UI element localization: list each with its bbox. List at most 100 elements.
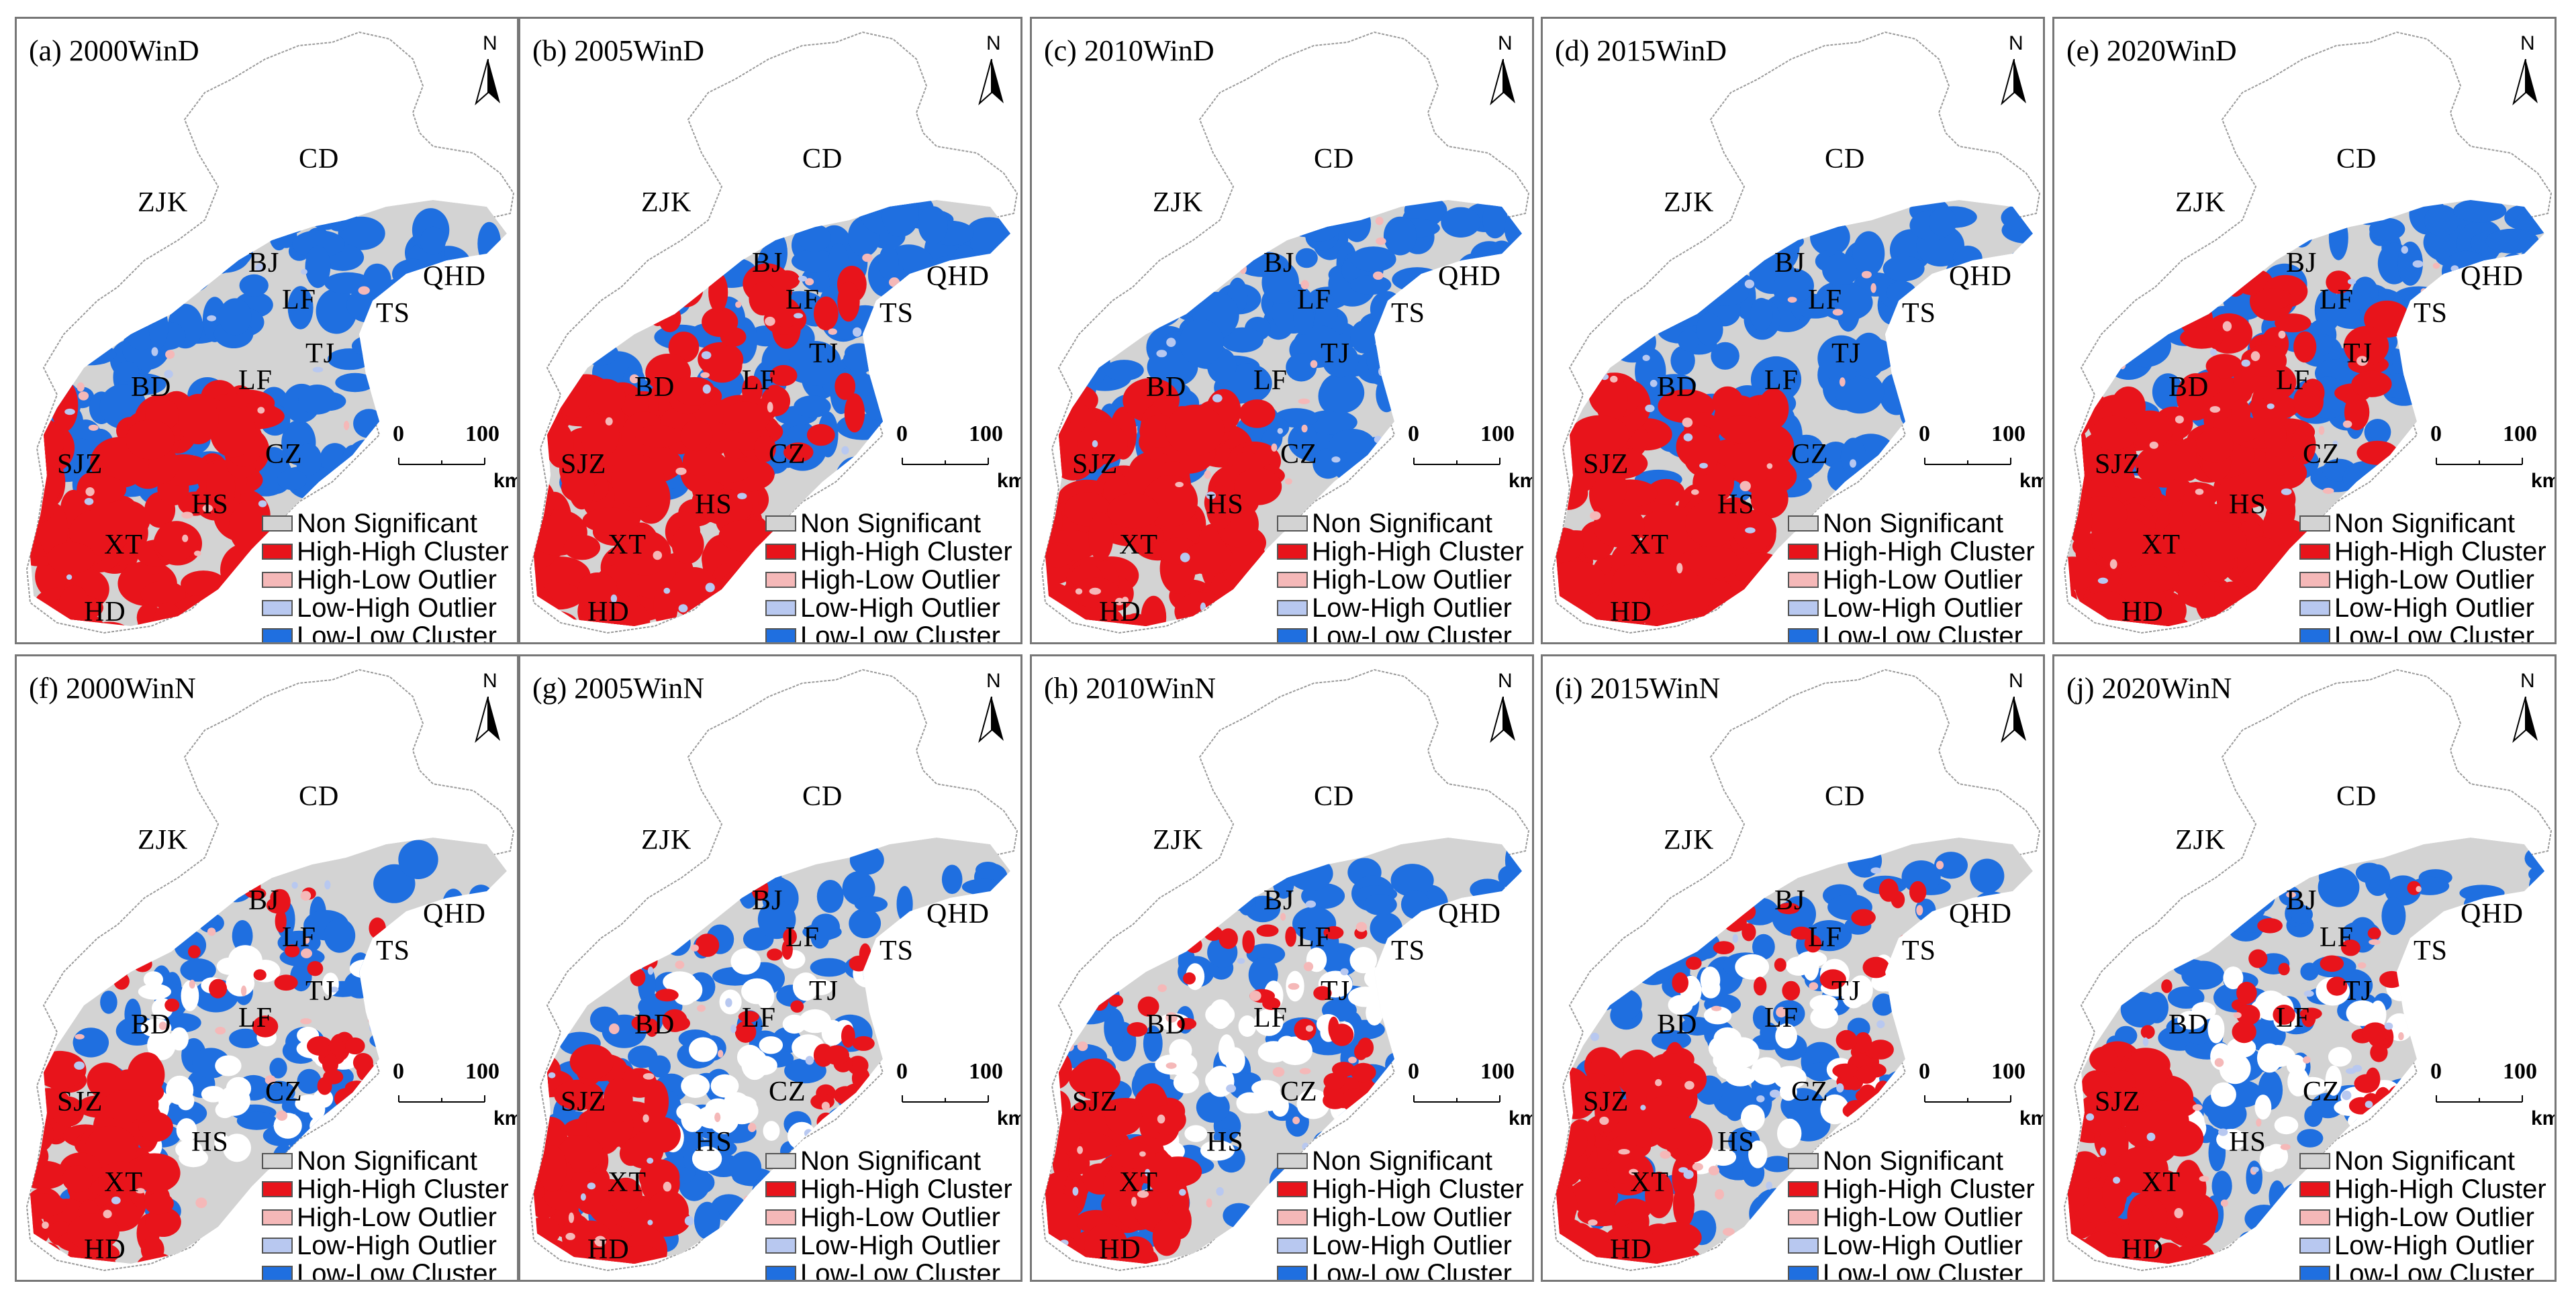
north-arrow-icon: N (2511, 670, 2544, 750)
scale-end: 100 (2503, 421, 2537, 446)
low-low-cluster (878, 244, 899, 281)
high-high-cluster (2273, 587, 2302, 626)
low-high-outlier (151, 347, 158, 356)
high-low-outlier (735, 301, 742, 308)
white-area (226, 970, 255, 997)
white-area (736, 1044, 763, 1070)
high-high-cluster (568, 467, 595, 510)
north-arrow-shape (2512, 697, 2538, 743)
high-high-cluster (2351, 370, 2392, 397)
low-low-cluster (546, 236, 599, 256)
high-high-cluster (1593, 505, 1645, 548)
high-high-cluster (534, 605, 542, 626)
non-significant-area (2068, 838, 2544, 1264)
low-low-cluster (941, 864, 963, 895)
legend-swatch (1277, 544, 1308, 560)
high-low-outlier (2199, 1176, 2209, 1182)
city-label: TS (1391, 936, 1426, 966)
high-high-cluster (145, 1207, 181, 1237)
low-low-cluster (2111, 254, 2151, 277)
high-low-outlier (608, 239, 618, 248)
scale-unit: km (1509, 470, 1532, 492)
low-low-cluster (2355, 862, 2384, 883)
high-high-cluster (1045, 1113, 1080, 1155)
city-label: LF (238, 365, 273, 396)
high-high-cluster (67, 1213, 120, 1251)
white-area (1741, 1104, 1765, 1131)
high-low-outlier (1348, 1056, 1357, 1064)
low-low-cluster (463, 1012, 489, 1034)
low-low-cluster (180, 958, 216, 982)
high-high-cluster (1149, 1105, 1186, 1135)
legend-swatch (1788, 1266, 1819, 1280)
scale-unit: km (2019, 1107, 2043, 1129)
high-low-outlier (85, 487, 95, 497)
city-label: QHD (2461, 899, 2524, 929)
high-low-outlier (1301, 424, 1308, 433)
panel-title: (h) 2010WinN (1044, 672, 1217, 705)
panel-title: (d) 2015WinD (1555, 34, 1727, 67)
legend-swatch (1788, 1153, 1819, 1169)
city-label: LF (742, 1003, 777, 1034)
white-area (175, 1140, 203, 1159)
city-label: BJ (1774, 885, 1806, 916)
high-low-outlier (1936, 860, 1944, 870)
low-low-cluster (2484, 291, 2520, 321)
city-label: TJ (305, 338, 335, 369)
low-low-cluster (2152, 373, 2184, 411)
scale-line (1924, 458, 2011, 465)
high-high-cluster (749, 281, 777, 316)
high-low-outlier (1131, 1197, 1137, 1207)
city-label: BJ (752, 885, 783, 916)
high-high-cluster (2205, 354, 2243, 379)
legend-label: High-Low Outlier (297, 565, 497, 595)
high-low-outlier (1682, 417, 1693, 427)
high-high-cluster (1045, 611, 1061, 626)
white-area (1225, 1047, 1245, 1074)
high-low-outlier (2233, 1012, 2242, 1019)
low-high-outlier (74, 1061, 85, 1070)
city-label: BD (131, 1009, 172, 1040)
low-high-outlier (2267, 403, 2275, 409)
city-label: TJ (1321, 976, 1350, 1007)
low-low-cluster (481, 1036, 507, 1053)
low-low-cluster (953, 996, 994, 1031)
high-low-outlier (1077, 1146, 1083, 1154)
white-area (691, 1146, 722, 1172)
high-high-cluster (1351, 1062, 1376, 1083)
low-low-cluster (1501, 255, 1522, 287)
high-high-cluster (1256, 924, 1279, 937)
low-low-cluster (1350, 274, 1392, 295)
city-label: HS (695, 489, 732, 520)
white-area (143, 971, 163, 988)
high-low-outlier (1739, 481, 1751, 491)
cluster-map (2063, 31, 2553, 634)
low-low-cluster (468, 1032, 493, 1060)
white-area (1184, 1125, 1208, 1142)
high-high-cluster (2362, 1022, 2389, 1043)
high-low-outlier (2369, 939, 2381, 946)
high-high-cluster (1559, 1125, 1588, 1158)
high-high-cluster (841, 1024, 855, 1048)
low-high-outlier (2412, 260, 2424, 268)
city-label: SJZ (1583, 449, 1629, 480)
low-low-cluster (893, 374, 939, 415)
low-low-cluster (2364, 419, 2391, 446)
panel-title: (c) 2010WinD (1044, 34, 1214, 67)
white-area (782, 1014, 806, 1034)
city-label: LF (1808, 285, 1843, 315)
high-low-outlier (918, 948, 927, 957)
high-high-cluster (695, 934, 720, 957)
white-area (1703, 1006, 1732, 1025)
high-high-cluster (1045, 1193, 1079, 1240)
high-high-cluster (875, 1017, 896, 1029)
city-label: BD (131, 372, 172, 403)
low-low-cluster (410, 368, 435, 405)
high-high-cluster (790, 1000, 804, 1013)
white-area (681, 1074, 710, 1098)
low-high-outlier (647, 1158, 654, 1164)
low-low-cluster (993, 909, 1010, 942)
high-high-cluster (103, 1089, 151, 1121)
low-low-cluster (2001, 974, 2033, 993)
low-high-outlier (329, 987, 339, 993)
